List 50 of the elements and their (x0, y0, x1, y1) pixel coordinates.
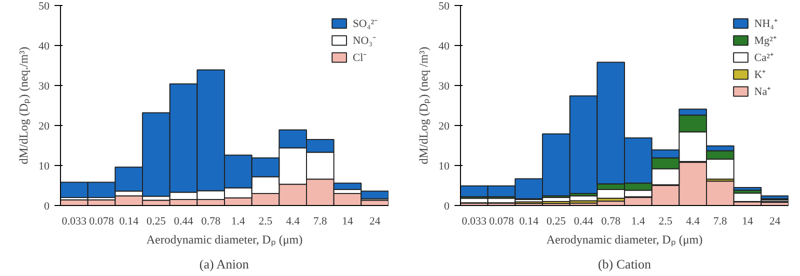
y-tick-label: 0 (44, 200, 50, 212)
y-tick-label: 40 (38, 40, 50, 52)
text: (b) Cation (598, 256, 652, 272)
x-tick-label: 1.4 (231, 216, 246, 228)
x-tick-label: 0.44 (174, 216, 194, 228)
x-tick-label: 14 (742, 216, 754, 228)
y-tick-label: 20 (38, 120, 50, 132)
x-tick-label: 0.44 (574, 216, 594, 228)
x-tick-label: 7.8 (313, 216, 328, 228)
y-axis-title: dM/dLog (Dₚ) (neq /m³) (416, 46, 430, 164)
x-tick-label: 0.78 (601, 216, 621, 228)
x-tick-label: 24 (769, 216, 781, 228)
x-tick-label: 24 (369, 216, 381, 228)
legend-label: Cl⁻ (352, 51, 368, 64)
legend-label: Na⁺ (754, 85, 772, 98)
y-axis-title: dM/dLog (Dₚ) (neq./m³) (16, 46, 30, 164)
legend-label: Mg²⁺ (754, 34, 777, 47)
text: (a) Anion (199, 256, 250, 272)
x-axis-title: Aerodynamic diameter, Dₚ (μm) (146, 232, 303, 246)
y-tick-label: 20 (438, 120, 450, 132)
x-tick-label: 0.25 (546, 216, 566, 228)
x-axis-title: Aerodynamic diameter, Dₚ (μm) (546, 232, 703, 246)
x-tick-label: 0.78 (201, 216, 221, 228)
x-tick-label: 4.4 (286, 216, 300, 228)
y-tick-label: 0 (444, 200, 450, 212)
x-tick-label: 7.8 (713, 216, 728, 228)
x-tick-label: 0.14 (519, 216, 539, 228)
y-tick-label: 10 (38, 160, 50, 172)
x-tick-label: 0.14 (119, 216, 139, 228)
y-tick-label: 50 (438, 0, 450, 12)
legend-label: Ca²⁺ (754, 51, 774, 64)
y-tick-label: 10 (438, 160, 450, 172)
y-tick-label: 50 (38, 0, 50, 12)
x-tick-label: 0.078 (89, 216, 114, 228)
x-tick-label: 2.5 (258, 216, 273, 228)
x-tick-label: 0.033 (462, 216, 488, 228)
x-tick-label: 1.4 (631, 216, 646, 228)
x-tick-label: 14 (342, 216, 354, 228)
y-tick-label: 40 (438, 40, 450, 52)
y-tick-label: 30 (38, 80, 50, 92)
x-tick-label: 0.033 (62, 216, 88, 228)
legend-label: NH₄⁺ (754, 17, 778, 30)
legend-label: SO₄²⁻ (352, 17, 378, 30)
legend-label: NO₃⁻ (352, 34, 377, 47)
y-tick-label: 30 (438, 80, 450, 92)
x-tick-label: 0.078 (489, 216, 514, 228)
legend-label: K⁺ (754, 68, 768, 81)
x-tick-label: 2.5 (658, 216, 673, 228)
x-tick-label: 0.25 (146, 216, 166, 228)
x-tick-label: 4.4 (686, 216, 700, 228)
